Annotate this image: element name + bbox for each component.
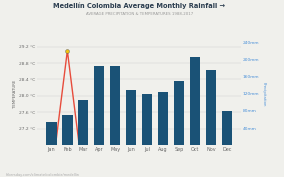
Bar xyxy=(158,92,168,145)
Bar xyxy=(110,66,120,145)
Bar xyxy=(174,81,184,145)
Bar xyxy=(46,122,57,145)
Bar xyxy=(142,94,152,145)
Bar xyxy=(94,66,105,145)
Bar xyxy=(78,100,89,145)
Y-axis label: Precipitation: Precipitation xyxy=(262,82,266,106)
Text: Medellín Colombia Average Monthly Rainfall →: Medellín Colombia Average Monthly Rainfa… xyxy=(53,3,225,9)
Bar xyxy=(190,58,200,145)
Bar xyxy=(62,115,72,145)
Y-axis label: TEMPERATURE: TEMPERATURE xyxy=(12,80,16,108)
Text: AVERAGE PRECIPITATION & TEMPERATURES 1988-2017: AVERAGE PRECIPITATION & TEMPERATURES 198… xyxy=(85,12,193,16)
Text: hikersday.com/climate/colombia/medellin: hikersday.com/climate/colombia/medellin xyxy=(6,173,80,177)
Bar xyxy=(206,70,216,145)
Bar xyxy=(222,111,232,145)
Bar xyxy=(126,90,136,145)
